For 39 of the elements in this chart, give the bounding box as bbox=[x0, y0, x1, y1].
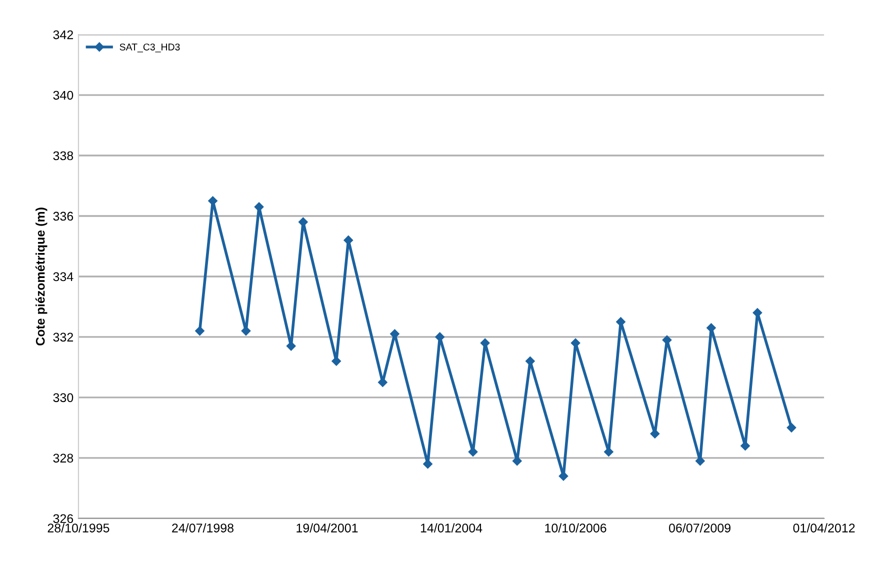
y-tick-label: 332 bbox=[53, 332, 73, 342]
point bbox=[650, 429, 660, 438]
point bbox=[706, 323, 716, 333]
point bbox=[254, 202, 264, 212]
legend-label: SAT_C3_HD3 bbox=[120, 44, 180, 52]
y-tick-label: 340 bbox=[53, 90, 74, 100]
x-tick-label: 14/01/2004 bbox=[420, 523, 482, 532]
point bbox=[786, 423, 796, 432]
point bbox=[298, 217, 308, 227]
point bbox=[752, 308, 762, 318]
point bbox=[195, 326, 204, 336]
x-tick-label: 24/07/1998 bbox=[172, 523, 234, 532]
x-tick-label: 06/07/2009 bbox=[668, 523, 730, 532]
point bbox=[480, 338, 490, 348]
point bbox=[558, 471, 568, 481]
y-tick-label: 338 bbox=[53, 151, 74, 160]
point bbox=[696, 456, 705, 466]
point bbox=[344, 236, 353, 245]
x-tick-label: 19/04/2001 bbox=[296, 523, 358, 532]
point bbox=[468, 447, 478, 456]
y-tick-label: 328 bbox=[53, 454, 74, 463]
y-tick-label: 330 bbox=[53, 393, 74, 402]
point bbox=[286, 341, 296, 351]
y-tick-label: 342 bbox=[53, 30, 73, 40]
point bbox=[241, 326, 251, 336]
point bbox=[570, 338, 580, 348]
y-tick-label: 326 bbox=[53, 514, 74, 524]
point bbox=[208, 196, 218, 206]
x-tick-label: 01/04/2012 bbox=[793, 523, 855, 532]
point bbox=[662, 335, 672, 345]
y-axis-title: Cote piézométrique (m) bbox=[35, 208, 48, 346]
x-tick-label: 10/10/2006 bbox=[545, 523, 606, 532]
point bbox=[423, 459, 432, 469]
x-tick-label: 28/10/1995 bbox=[48, 523, 110, 532]
point bbox=[512, 456, 522, 466]
point bbox=[435, 332, 444, 342]
point bbox=[616, 317, 626, 326]
y-tick-label: 336 bbox=[53, 212, 74, 221]
y-tick-label: 334 bbox=[53, 272, 74, 282]
